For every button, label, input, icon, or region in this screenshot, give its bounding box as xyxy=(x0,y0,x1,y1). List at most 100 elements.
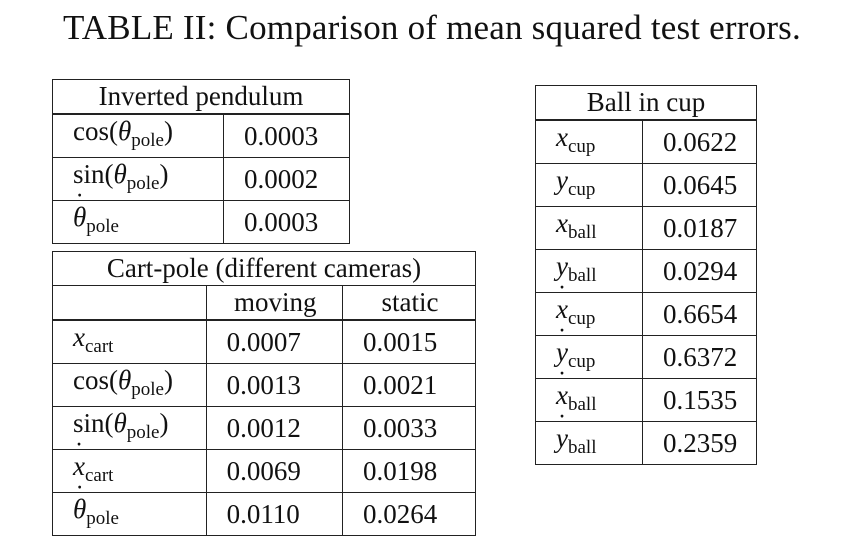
row-label-cell: xball xyxy=(535,365,643,422)
variable-subscript: cup xyxy=(567,136,596,157)
variable-symbol: x xyxy=(556,279,568,326)
row-label-cell: xball xyxy=(535,206,643,250)
ball-in-cup-title: Ball in cup xyxy=(535,85,757,121)
table-row: xcup 0.0622 xyxy=(535,119,757,164)
variable-symbol: x xyxy=(556,208,568,238)
variable-subscript: cup xyxy=(567,351,596,372)
table-row: xball 0.0187 xyxy=(535,206,757,250)
variable-subscript: cart xyxy=(84,465,114,486)
function-name: sin xyxy=(73,159,105,189)
open-paren: ( xyxy=(109,116,118,146)
table-row: cos(θpole) 0.0003 xyxy=(52,113,350,158)
value-cell: 0.2359 xyxy=(642,421,757,465)
variable-symbol: θ xyxy=(73,479,87,526)
value-cell: 0.0002 xyxy=(223,157,350,201)
moving-value-cell: 0.0110 xyxy=(205,492,343,536)
value-cell: 0.0187 xyxy=(642,206,757,250)
variable-symbol: y xyxy=(556,408,568,455)
value-cell: 0.0622 xyxy=(642,119,757,164)
variable-symbol: x xyxy=(73,436,85,483)
variable-subscript: ball xyxy=(567,437,597,458)
variable-subscript: pole xyxy=(86,216,119,237)
variable-subscript: pole xyxy=(131,130,164,151)
variable-subscript: ball xyxy=(567,222,597,243)
function-name: cos xyxy=(73,365,109,395)
cart-pole-table: Cart-pole (different cameras) moving sta… xyxy=(52,251,477,536)
table-row: xcart 0.0007 0.0015 xyxy=(52,319,477,364)
table-row: ycup 0.0645 xyxy=(535,163,757,207)
variable-symbol: x xyxy=(556,365,568,412)
variable-symbol: θ xyxy=(73,187,87,234)
variable-subscript: pole xyxy=(131,379,164,400)
close-paren: ) xyxy=(163,365,173,395)
variable-symbol: θ xyxy=(113,159,127,189)
row-label-cell: cos(θpole) xyxy=(52,113,224,158)
moving-value-cell: 0.0007 xyxy=(205,319,343,364)
variable-symbol: θ xyxy=(118,116,132,146)
value-cell: 0.0294 xyxy=(642,249,757,293)
value-cell: 0.0645 xyxy=(642,163,757,207)
static-value-cell: 0.0033 xyxy=(341,406,477,450)
moving-value-cell: 0.0069 xyxy=(205,449,343,493)
value-cell: 0.6654 xyxy=(642,292,757,336)
close-paren: ) xyxy=(159,159,169,189)
variable-symbol: y xyxy=(556,251,568,281)
table-caption: TABLE II: Comparison of mean squared tes… xyxy=(63,8,801,47)
open-paren: ( xyxy=(104,408,114,438)
cart-pole-title: Cart-pole (different cameras) xyxy=(52,251,476,286)
table-row: yball 0.0294 xyxy=(535,249,757,293)
table-row: cos(θpole) 0.0013 0.0021 xyxy=(52,363,477,407)
row-label-cell: ycup xyxy=(535,322,643,379)
row-label-cell: cos(θpole) xyxy=(52,363,207,407)
variable-subscript: cup xyxy=(567,308,596,329)
close-paren: ) xyxy=(163,116,173,146)
value-cell: 0.0003 xyxy=(223,200,350,244)
row-label-cell: yball xyxy=(535,249,643,293)
row-label-cell: xcup xyxy=(535,119,643,164)
open-paren: ( xyxy=(109,365,118,395)
cart-pole-blank-header xyxy=(52,285,207,321)
inverted-pendulum-title: Inverted pendulum xyxy=(52,79,350,115)
row-label-cell: yball xyxy=(535,408,643,465)
moving-value-cell: 0.0013 xyxy=(205,363,343,407)
variable-symbol: θ xyxy=(118,365,132,395)
function-name: sin xyxy=(73,408,105,438)
row-label-cell: ycup xyxy=(535,163,643,207)
variable-subscript: pole xyxy=(86,508,119,529)
row-label-cell: xcup xyxy=(535,279,643,336)
variable-symbol: x xyxy=(73,322,85,352)
row-label-cell: θpole xyxy=(52,479,207,536)
variable-subscript: pole xyxy=(126,173,160,194)
static-value-cell: 0.0021 xyxy=(341,363,477,407)
function-name: cos xyxy=(73,116,109,146)
open-paren: ( xyxy=(104,159,114,189)
value-cell: 0.0003 xyxy=(223,113,350,158)
variable-symbol: y xyxy=(556,322,568,369)
inverted-pendulum-table: Inverted pendulum cos(θpole) 0.0003 sin(θp… xyxy=(52,79,350,244)
static-value-cell: 0.0264 xyxy=(341,492,477,536)
variable-subscript: cup xyxy=(567,179,596,200)
column-header-moving: moving xyxy=(205,285,343,321)
table-row: sin(θpole) 0.0002 xyxy=(52,157,350,201)
static-value-cell: 0.0015 xyxy=(341,319,477,364)
variable-symbol: θ xyxy=(113,408,127,438)
table-row: sin(θpole) 0.0012 0.0033 xyxy=(52,406,477,450)
value-cell: 0.1535 xyxy=(642,378,757,422)
variable-subscript: pole xyxy=(126,422,160,443)
close-paren: ) xyxy=(159,408,169,438)
table-row: θpole0.0003 xyxy=(52,187,350,244)
value-cell: 0.6372 xyxy=(642,335,757,379)
variable-subscript: ball xyxy=(567,394,597,415)
variable-symbol: y xyxy=(556,165,568,195)
moving-value-cell: 0.0012 xyxy=(205,406,343,450)
variable-symbol: x xyxy=(556,122,568,152)
row-label-cell: θpole xyxy=(52,187,224,244)
row-label-cell: xcart xyxy=(52,319,207,364)
column-header-static: static xyxy=(341,285,477,321)
ball-in-cup-table: Ball in cup xcup 0.0622 ycup 0.0645 xball 0.0… xyxy=(535,85,757,465)
